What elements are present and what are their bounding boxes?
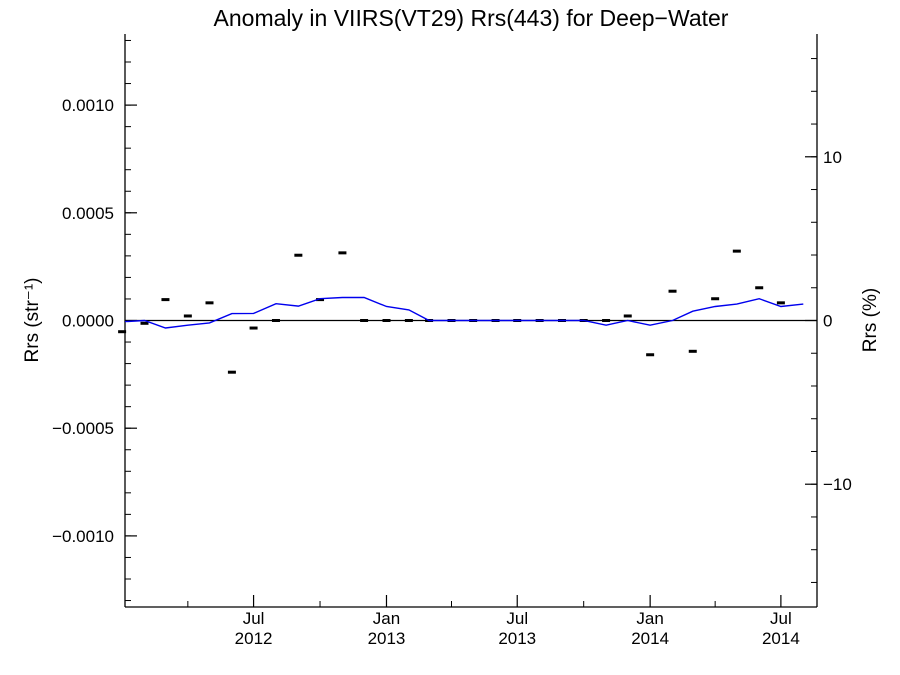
series-layer: [118, 249, 804, 374]
left-tick-label: 0.0010: [62, 96, 114, 115]
left-axis-ticks: 0.0010 0.0005 0.0000 −0.0005 −0.0010: [52, 39, 137, 602]
x-tick-label-month: Jul: [770, 609, 792, 628]
left-tick-label: −0.0005: [52, 419, 114, 438]
x-tick-label-year: 2013: [368, 629, 406, 648]
x-tick-label-month: Jul: [506, 609, 528, 628]
x-tick-label-year: 2012: [235, 629, 273, 648]
y-axis-label-right: Rrs (%): [860, 288, 881, 352]
x-tick-label-month: Jan: [636, 609, 663, 628]
left-tick-label: 0.0000: [62, 312, 114, 331]
y-axis-label-left: Rrs (str⁻¹): [22, 278, 43, 363]
chart-title: Anomaly in VIIRS(VT29) Rrs(443) for Deep…: [214, 5, 729, 31]
x-tick-label-year: 2013: [498, 629, 536, 648]
x-tick-label-year: 2014: [762, 629, 800, 648]
right-tick-label: 10: [823, 148, 842, 167]
left-tick-label: 0.0005: [62, 204, 114, 223]
right-axis-ticks: 10 0 −10: [805, 58, 852, 583]
series-line: [124, 296, 804, 329]
left-tick-label: −0.0010: [52, 527, 114, 546]
x-tick-label-year: 2014: [631, 629, 669, 648]
x-tick-label-month: Jan: [373, 609, 400, 628]
x-tick-label-month: Jul: [243, 609, 265, 628]
right-tick-label: −10: [823, 475, 852, 494]
right-tick-label: 0: [823, 312, 832, 331]
